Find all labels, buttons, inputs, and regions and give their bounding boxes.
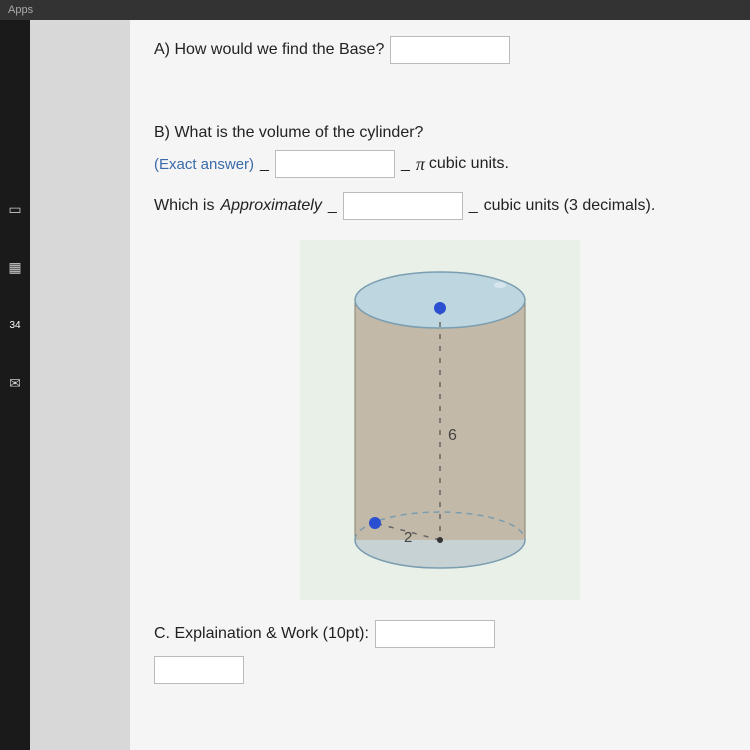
bottom-center-point: [437, 537, 443, 543]
question-a: A) How would we find the Base?: [154, 36, 726, 64]
highlight: [494, 282, 506, 288]
cal-icon[interactable]: ▦: [6, 258, 24, 276]
radius-end-point: [369, 517, 381, 529]
question-b-exact-row: (Exact answer) _ _ π cubic units.: [154, 150, 726, 178]
exact-answer-input[interactable]: [275, 150, 395, 178]
approx-answer-input[interactable]: [343, 192, 463, 220]
content-wrap: ? A) How would we find the Base? B) What…: [30, 20, 750, 750]
height-label: 6: [448, 427, 457, 444]
blank-underscore: _: [260, 155, 269, 173]
doc-icon[interactable]: ▭: [6, 200, 24, 218]
blank-underscore-2: _: [401, 155, 410, 173]
browser-tab-bar: Apps: [0, 0, 750, 20]
top-center-point: [434, 302, 446, 314]
radius-label: 2: [404, 529, 412, 546]
approx-word: Approximately: [220, 197, 321, 215]
question-c-input[interactable]: [375, 620, 495, 648]
question-c-input-2[interactable]: [154, 656, 244, 684]
num-badge: 34: [6, 316, 24, 334]
cylinder-top: [355, 272, 525, 328]
blank-underscore-4: _: [469, 197, 478, 215]
question-b-prompt-row: B) What is the volume of the cylinder?: [154, 124, 726, 142]
page-margin: ?: [30, 20, 130, 750]
os-sidebar: ▭ ▦ 34 ✉: [0, 20, 30, 750]
question-c-row-2: [154, 656, 726, 684]
mail-icon[interactable]: ✉: [6, 374, 24, 392]
question-b-prompt: B) What is the volume of the cylinder?: [154, 124, 423, 142]
pi-symbol: π: [416, 154, 425, 175]
question-c-row: C. Explaination & Work (10pt):: [154, 620, 726, 648]
exact-units-label: cubic units.: [429, 155, 509, 173]
question-b-approx-row: Which is Approximately _ _ cubic units (…: [154, 192, 726, 220]
cylinder-svg: 6 2: [300, 240, 580, 600]
exact-answer-hint: (Exact answer): [154, 156, 254, 173]
approx-units-label: cubic units (3 decimals).: [484, 197, 656, 215]
question-a-prompt: A) How would we find the Base?: [154, 41, 384, 59]
worksheet-panel: A) How would we find the Base? B) What i…: [130, 20, 750, 750]
cylinder-diagram: 6 2: [300, 240, 580, 600]
apps-label: Apps: [8, 4, 33, 16]
question-a-input[interactable]: [390, 36, 510, 64]
question-c-prompt: C. Explaination & Work (10pt):: [154, 625, 369, 643]
approx-prefix: Which is: [154, 197, 214, 215]
blank-underscore-3: _: [328, 197, 337, 215]
